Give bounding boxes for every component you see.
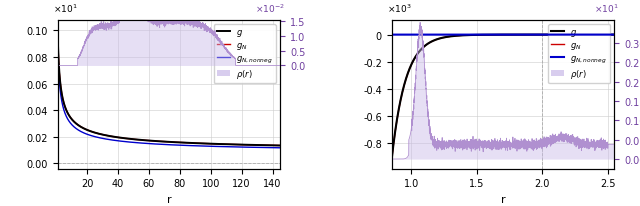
X-axis label: r: r xyxy=(166,194,172,204)
X-axis label: r: r xyxy=(500,194,506,204)
Text: $\times 10^{1}$: $\times 10^{1}$ xyxy=(595,2,619,15)
Text: $\times 10^{1}$: $\times 10^{1}$ xyxy=(53,2,77,15)
Text: $\times 10^{-2}$: $\times 10^{-2}$ xyxy=(255,2,285,15)
Legend: $g$, $g_N$, $g_{N,nonneg}$, $\rho(r)$: $g$, $g_N$, $g_{N,nonneg}$, $\rho(r)$ xyxy=(548,25,610,84)
Legend: $g$, $g_N$, $g_{N,nonneg}$, $\rho(r)$: $g$, $g_N$, $g_{N,nonneg}$, $\rho(r)$ xyxy=(214,25,276,84)
Text: $\times 10^{3}$: $\times 10^{3}$ xyxy=(387,2,412,15)
